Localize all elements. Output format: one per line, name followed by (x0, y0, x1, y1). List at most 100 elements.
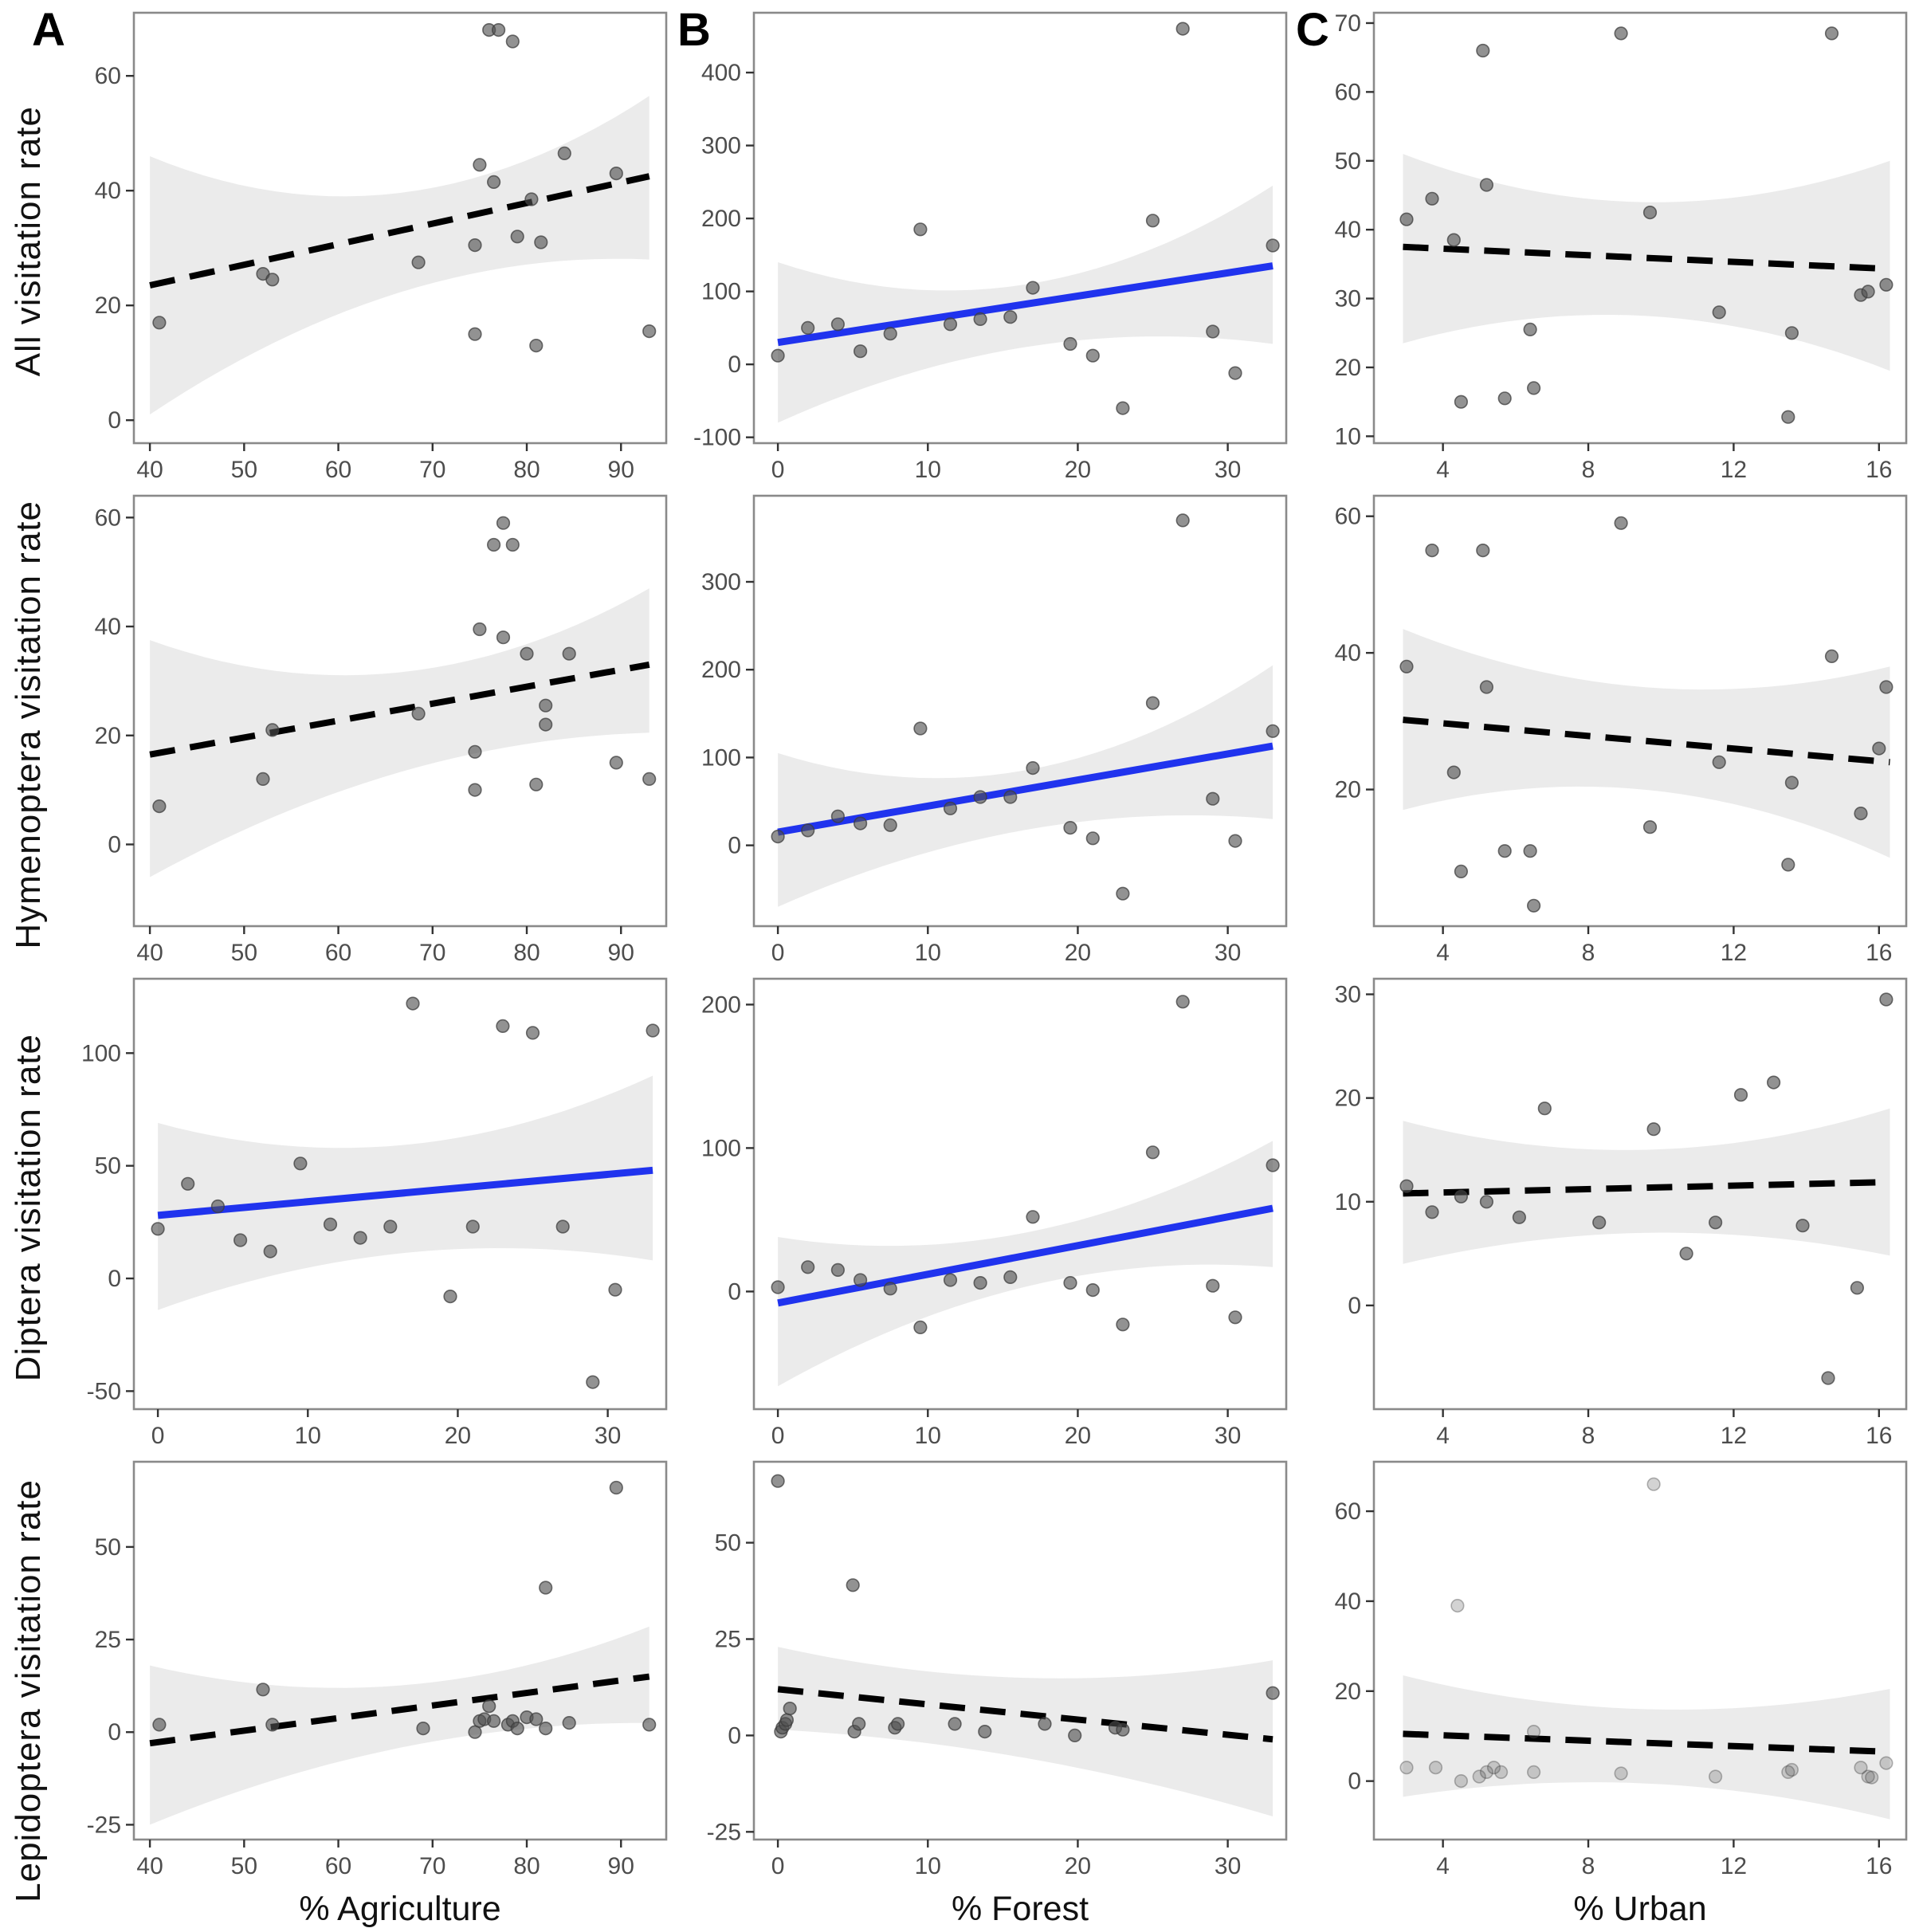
y-tick-label: 60 (1335, 79, 1361, 105)
data-point (406, 996, 420, 1011)
panel-border (1372, 977, 1908, 1411)
figure-row-diptera: Diptera visitation rate 0 10 20 30 -50 0 50 100… (0, 966, 1919, 1449)
panel-border (132, 494, 668, 928)
panel-cell-A4: 40 50 60 70 80 90 -25 0 25 50 % Agriculture (57, 1449, 677, 1932)
x-tick-label: 50 (231, 457, 257, 483)
data-point (1712, 755, 1726, 769)
panel-border (132, 1460, 668, 1841)
data-point (1821, 1371, 1835, 1385)
data-point (265, 1718, 280, 1732)
data-point (1824, 649, 1839, 663)
panel-border (752, 1460, 1288, 1841)
panel-letter-b: B (677, 4, 711, 56)
data-point (1266, 1158, 1280, 1172)
data-point (1527, 381, 1541, 395)
confidence-band (150, 588, 649, 878)
data-point (1781, 1765, 1795, 1780)
data-point (1085, 1283, 1100, 1298)
x-tick-label: 50 (231, 1853, 257, 1879)
data-point (1228, 834, 1242, 848)
data-point (1175, 22, 1190, 36)
data-point (1145, 214, 1160, 228)
data-point (1206, 791, 1220, 806)
data-point (854, 1273, 868, 1287)
x-tick-label: 70 (419, 1853, 445, 1879)
data-point (1479, 1195, 1493, 1209)
data-point (539, 698, 553, 713)
data-point (1614, 26, 1628, 41)
data-point (1063, 821, 1077, 835)
data-point (256, 1683, 270, 1697)
x-tick-label: 4 (1436, 457, 1450, 483)
figure-row-hymenoptera: Hymenoptera visitation rate 40 50 60 70 80 90… (0, 483, 1919, 966)
x-tick-label: 12 (1721, 457, 1747, 483)
data-point (883, 1282, 897, 1296)
data-point (468, 327, 482, 341)
y-tick-label: 10 (1335, 423, 1361, 450)
scatter-panel-B1: 0 10 20 30 -100 0 100 200 300 400 (693, 11, 1288, 483)
data-point (913, 222, 928, 237)
data-point (1784, 1762, 1799, 1777)
data-point (608, 1282, 622, 1297)
data-point (1476, 43, 1490, 58)
data-point (1879, 992, 1893, 1007)
data-point (1766, 1075, 1781, 1090)
data-point (973, 790, 987, 804)
data-point (491, 22, 506, 37)
confidence-band (150, 96, 649, 415)
panel-letter-a: A (32, 4, 65, 56)
x-tick-label: 30 (1215, 1853, 1241, 1879)
data-point (473, 158, 487, 172)
x-tick-label: 40 (136, 457, 163, 483)
y-tick-label: -100 (693, 425, 741, 451)
data-point (642, 1718, 657, 1732)
data-point (1063, 1276, 1077, 1290)
y-axis-label-container: Hymenoptera visitation rate (0, 483, 57, 966)
data-point (1446, 765, 1461, 779)
x-tick-label: 12 (1721, 1853, 1747, 1879)
data-point (1038, 1717, 1052, 1731)
x-tick-label: 60 (325, 457, 351, 483)
data-point (1026, 1210, 1040, 1224)
data-point (1425, 543, 1439, 558)
data-point (468, 783, 482, 797)
data-point (263, 1244, 277, 1259)
y-tick-label: 0 (108, 1266, 121, 1292)
x-tick-label: 10 (915, 1853, 941, 1879)
data-point (830, 1262, 845, 1278)
panel-border (752, 494, 1288, 928)
x-tick-label: 70 (419, 940, 445, 966)
data-point (1116, 886, 1130, 901)
data-point (1872, 741, 1886, 756)
data-point (1523, 322, 1537, 337)
data-point (642, 324, 657, 339)
data-point (1446, 233, 1461, 247)
data-point (1085, 348, 1100, 363)
data-point (854, 344, 868, 359)
data-point (486, 537, 501, 552)
data-point (539, 717, 553, 732)
y-tick-label: 40 (95, 178, 121, 204)
y-tick-label: 60 (95, 505, 121, 531)
data-point (1116, 1317, 1130, 1332)
x-tick-label: 60 (325, 1853, 351, 1879)
y-tick-label: 200 (701, 657, 741, 683)
data-point (411, 706, 426, 721)
x-tick-label: 90 (608, 940, 634, 966)
y-tick-label: 20 (1335, 1679, 1361, 1705)
data-point (505, 34, 520, 49)
data-point (913, 721, 928, 736)
trend-line-solid (777, 1204, 1273, 1307)
data-point (520, 646, 534, 661)
data-point (265, 723, 280, 737)
data-point (1026, 281, 1040, 295)
panel-cell-B4: 0 10 20 30 -25 0 25 50 % Forest (677, 1449, 1297, 1932)
x-tick-label: 40 (136, 1853, 163, 1879)
x-tick-label: 0 (771, 940, 785, 966)
x-tick-label: 16 (1866, 1853, 1892, 1879)
data-point (529, 339, 544, 353)
data-point (152, 1718, 167, 1732)
x-tick-label: 40 (136, 940, 163, 966)
y-axis-label-hymenoptera: Hymenoptera visitation rate (9, 500, 48, 949)
